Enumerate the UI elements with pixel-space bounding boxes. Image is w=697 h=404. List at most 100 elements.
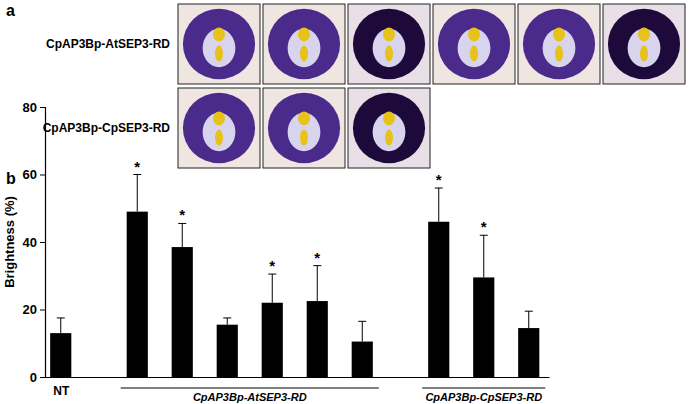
bar — [473, 277, 494, 377]
yellow-spot — [468, 27, 480, 41]
yellow-spot — [213, 111, 225, 125]
y-tick-label: 40 — [23, 235, 37, 250]
row-label: CpAP3Bp-AtSEP3-RD — [46, 37, 170, 51]
x-axis-line — [46, 377, 550, 378]
error-bar — [480, 235, 488, 277]
bar — [50, 333, 71, 377]
error-bar-cap — [525, 311, 533, 312]
error-bar-stem — [182, 223, 183, 247]
row-label: CpAP3Bp-CpSEP3-RD — [43, 121, 171, 135]
error-bar — [313, 266, 321, 301]
yellow-spot — [385, 130, 393, 146]
group-line — [422, 387, 545, 388]
y-tick: 0 — [30, 370, 45, 385]
error-bar-stem — [483, 235, 484, 277]
y-tick-mark — [40, 310, 45, 311]
yellow-spot — [298, 111, 310, 125]
petal — [523, 9, 595, 79]
photo-frame — [348, 88, 430, 168]
y-tick-mark — [40, 377, 45, 378]
error-bar-stem — [272, 274, 273, 303]
bar — [307, 301, 328, 377]
error-bar-stem — [227, 318, 228, 325]
yellow-spot — [638, 27, 650, 41]
y-tick-label: 80 — [23, 100, 37, 115]
y-tick-label: 0 — [30, 370, 37, 385]
flower-photo — [263, 88, 345, 168]
yellow-spot — [383, 27, 395, 41]
y-tick-mark — [40, 242, 45, 243]
y-axis-line — [40, 108, 46, 378]
flower-photo — [348, 88, 430, 168]
error-bar — [57, 318, 65, 333]
group-line — [121, 387, 379, 388]
flower-photo — [433, 4, 515, 84]
error-bar-stem — [528, 311, 529, 328]
petal — [353, 9, 425, 79]
error-bar — [223, 318, 231, 325]
yellow-spot — [215, 46, 223, 62]
error-bar-stem — [60, 318, 61, 333]
petal — [438, 9, 510, 79]
yellow-spot — [215, 130, 223, 146]
significance-mark: * — [436, 171, 442, 188]
error-bar — [358, 321, 366, 341]
error-bar-stem — [137, 175, 138, 212]
error-bar — [133, 175, 141, 212]
error-bar-cap — [223, 317, 231, 318]
y-tick: 20 — [23, 302, 45, 317]
flower-photo — [178, 4, 260, 84]
photo-frame — [263, 4, 345, 84]
photo-frame — [433, 4, 515, 84]
error-bar — [178, 223, 186, 247]
significance-mark: * — [481, 218, 487, 235]
error-bar-cap — [358, 321, 366, 322]
yellow-spot — [385, 46, 393, 62]
y-tick-label: 60 — [23, 167, 37, 182]
significance-mark: * — [269, 257, 275, 274]
flower-photo — [348, 4, 430, 84]
y-tick-mark — [40, 107, 45, 108]
y-tick: 80 — [23, 100, 45, 115]
flower-photo — [178, 88, 260, 168]
y-tick-label: 20 — [23, 302, 37, 317]
y-tick: 60 — [23, 167, 45, 182]
error-bar-stem — [438, 188, 439, 222]
yellow-spot — [300, 130, 308, 146]
bar — [127, 212, 148, 377]
bar — [172, 247, 193, 377]
error-bar-stem — [317, 266, 318, 301]
photo-frame — [178, 4, 260, 84]
photo-frame — [263, 88, 345, 168]
yellow-spot — [555, 46, 563, 62]
bar — [352, 342, 373, 377]
bars — [50, 175, 539, 378]
y-axis-title: Brightness (%) — [2, 196, 17, 288]
panel-label: a — [6, 2, 15, 19]
y-tick-mark — [40, 175, 45, 176]
figure: a CpAP3Bp-AtSEP3-RD CpAP3Bp-CpSEP3-RD b 0 20 4… — [0, 0, 697, 404]
y-tick: 40 — [23, 235, 45, 250]
x-tick-label: NT — [53, 384, 70, 398]
bar — [518, 328, 539, 377]
yellow-spot — [383, 111, 395, 125]
petal — [268, 93, 340, 163]
y-axis: 0 20 40 60 80 — [23, 100, 46, 385]
flower-photo — [518, 4, 600, 84]
flower-photo — [603, 4, 685, 84]
group-label: CpAP3Bp-AtSEP3-RD — [193, 391, 307, 403]
yellow-spot — [553, 27, 565, 41]
yellow-spot — [300, 46, 308, 62]
x-tick: NT — [53, 377, 70, 398]
petal — [183, 93, 255, 163]
bar — [428, 222, 449, 377]
petal — [608, 9, 680, 79]
photo-frame — [348, 4, 430, 84]
yellow-spot — [470, 46, 478, 62]
yellow-spot — [640, 46, 648, 62]
panel-label: b — [6, 170, 16, 187]
petal — [353, 93, 425, 163]
error-bar — [525, 311, 533, 328]
significance-mark: * — [179, 206, 185, 223]
bar — [217, 325, 238, 377]
